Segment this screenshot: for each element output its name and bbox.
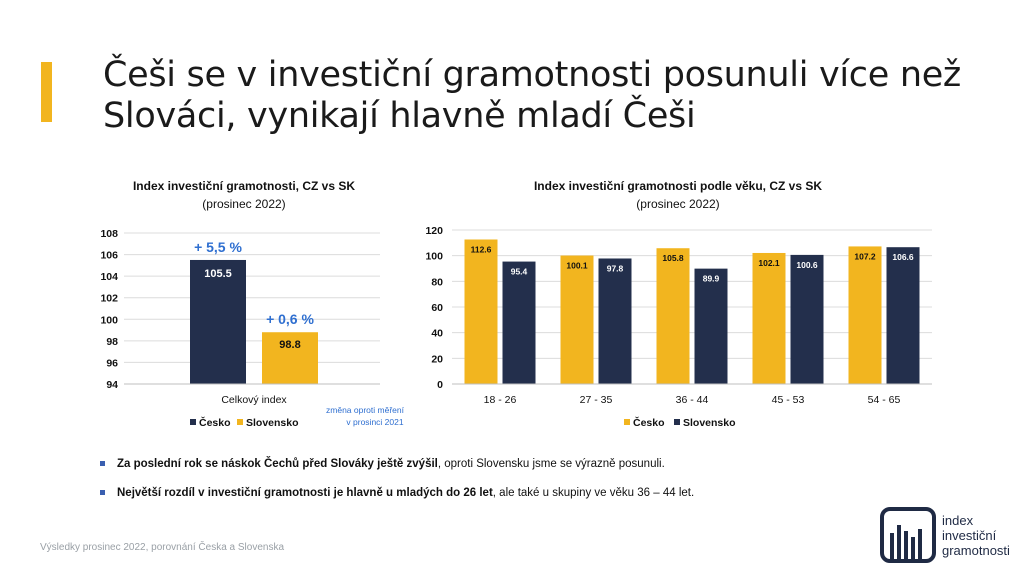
chart-1-y-tick-label: 108	[100, 228, 118, 240]
chart-1-bar-slovensko	[262, 332, 318, 384]
chart-2-data-label: 95.4	[511, 267, 528, 277]
chart-2-bar-cesko	[752, 252, 786, 384]
chart-2-bar-slovensko	[790, 254, 824, 384]
chart-1-y-tick-label: 96	[106, 357, 118, 369]
chart-2-x-tick-label: 54 - 65	[868, 394, 901, 406]
legend-slovensko-label: Slovensko	[683, 417, 736, 429]
legend-cesko-label: Česko	[199, 416, 231, 429]
legend-cesko-label: Česko	[633, 416, 665, 429]
chart-2-bar-cesko	[656, 248, 690, 384]
chart-2-data-label: 112.6	[471, 244, 492, 254]
finding-2-bold: Největší rozdíl v investiční gramotnosti…	[117, 487, 493, 499]
bar-chart-logo-icon	[880, 507, 936, 563]
chart-2-y-tick-label: 120	[425, 225, 443, 237]
chart-2-subtitle: (prosinec 2022)	[636, 197, 719, 211]
chart-1-subtitle: (prosinec 2022)	[202, 197, 285, 211]
chart-2-y-tick-label: 20	[431, 353, 443, 365]
chart-2-x-tick-label: 27 - 35	[580, 394, 613, 406]
chart-2-bar-slovensko	[502, 261, 536, 384]
bullet-square-icon	[100, 461, 105, 466]
chart-1-bar-cesko	[190, 259, 246, 384]
chart-2-bar-slovensko	[886, 247, 920, 384]
chart-2-bar-cesko	[560, 255, 594, 384]
chart-1-note-line-2: v prosinci 2021	[346, 417, 403, 427]
chart-1-note-line-1: změna oproti měření	[326, 405, 405, 415]
chart-1-change-annotation: + 5,5 %	[194, 239, 242, 255]
chart-2-bar-slovensko	[598, 258, 632, 384]
chart-2-x-tick-label: 45 - 53	[772, 394, 805, 406]
chart-2-data-label: 107.2	[854, 251, 876, 261]
finding-1-bold: Za poslední rok se náskok Čechů před Slo…	[117, 458, 438, 470]
chart-1-data-label: 105.5	[204, 268, 232, 280]
page-title: Češi se v investiční gramotnosti posunul…	[103, 55, 983, 137]
finding-2: Největší rozdíl v investiční gramotnosti…	[100, 485, 920, 501]
chart-1-title: Index investiční gramotnosti, CZ vs SK	[133, 179, 355, 193]
chart-1-x-tick-label: Celkový index	[221, 394, 287, 406]
chart-2-x-tick-label: 36 - 44	[676, 394, 709, 406]
chart-2-data-label: 100.6	[796, 260, 818, 270]
footer-note: Výsledky prosinec 2022, porovnání Česka …	[40, 542, 285, 553]
chart-2-bar-cesko	[464, 239, 498, 384]
chart-2-bar-cesko	[848, 246, 882, 384]
title-accent-bar	[41, 62, 52, 122]
legend-cesko-swatch	[624, 419, 630, 425]
chart-2-data-label: 102.1	[758, 258, 780, 268]
chart-1-y-tick-label: 104	[100, 271, 118, 283]
page-title-line-2: Slováci, vynikají hlavně mladí Češi	[103, 96, 696, 136]
bullet-square-icon	[100, 490, 105, 495]
chart-2-data-label: 106.6	[892, 252, 914, 262]
brand-logo: index investiční gramotnosti	[880, 507, 1020, 567]
chart-2-y-tick-label: 0	[437, 379, 443, 391]
chart-2-x-tick-label: 18 - 26	[484, 394, 517, 406]
chart-1-change-annotation: + 0,6 %	[266, 311, 314, 327]
chart-2-y-tick-label: 80	[431, 276, 443, 288]
finding-1: Za poslední rok se náskok Čechů před Slo…	[100, 456, 920, 472]
chart-1-y-tick-label: 94	[106, 379, 118, 391]
chart-1-y-tick-label: 102	[100, 293, 118, 305]
legend-slovensko-label: Slovensko	[246, 417, 299, 429]
chart-2-title: Index investiční gramotnosti podle věku,…	[534, 179, 822, 193]
logo-line-1: index	[942, 513, 974, 528]
chart-1-y-tick-label: 106	[100, 250, 118, 262]
chart-2-y-tick-label: 40	[431, 328, 443, 340]
page-title-line-1: Češi se v investiční gramotnosti posunul…	[103, 55, 962, 95]
chart-1-data-label: 98.8	[279, 339, 300, 351]
logo-line-3: gramotnosti	[942, 543, 1010, 558]
legend-slovensko-swatch	[674, 419, 680, 425]
chart-2-data-label: 105.8	[662, 253, 684, 263]
key-findings: Za poslední rok se náskok Čechů před Slo…	[100, 456, 920, 514]
finding-2-rest: , ale také u skupiny ve věku 36 – 44 let…	[492, 487, 695, 499]
chart-2-data-label: 97.8	[607, 263, 624, 273]
chart-1-y-tick-label: 100	[100, 314, 118, 326]
finding-1-rest: , oproti Slovensku jsme se výrazně posun…	[437, 458, 665, 470]
logo-wordmark: index investiční gramotnosti	[942, 513, 1010, 558]
chart-2-data-label: 89.9	[703, 274, 720, 284]
chart-2-data-label: 100.1	[566, 261, 588, 271]
legend-slovensko-swatch	[237, 419, 243, 425]
legend-cesko-swatch	[190, 419, 196, 425]
chart-2-bar-slovensko	[694, 268, 728, 384]
chart-2-y-tick-label: 100	[425, 251, 443, 263]
chart-1-y-tick-label: 98	[106, 336, 118, 348]
logo-line-2: investiční	[942, 528, 997, 543]
chart-2-y-tick-label: 60	[431, 302, 443, 314]
